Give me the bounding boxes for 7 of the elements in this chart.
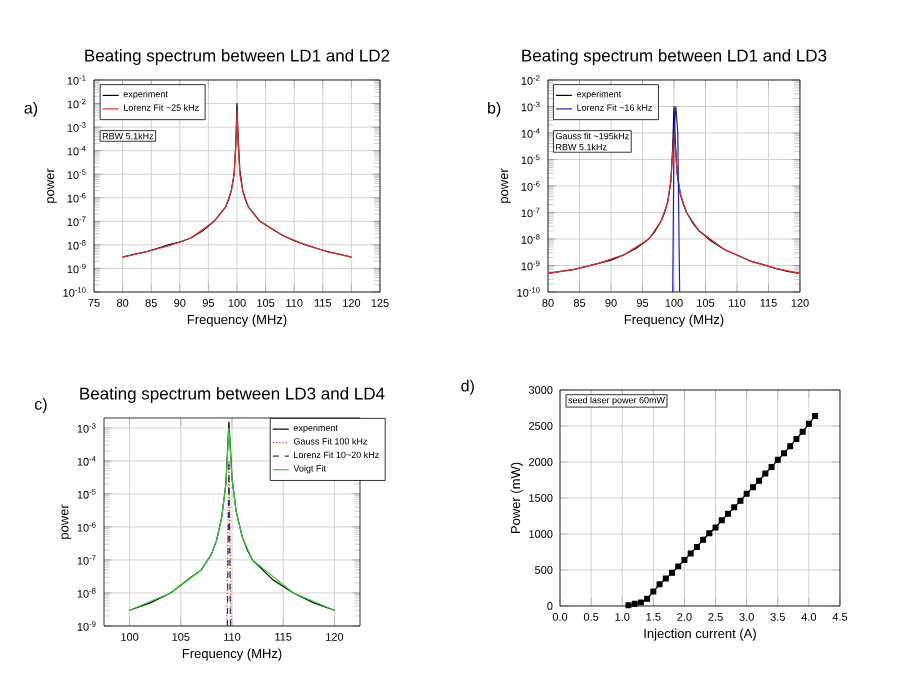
chart-title: Beating spectrum between LD3 and LD4 (80, 387, 385, 403)
text: c) (34, 398, 47, 413)
text: d) (461, 379, 474, 395)
text: a) (24, 101, 38, 117)
text: b) (488, 101, 501, 117)
chart-title: Beating spectrum between LD1 and LD2 (85, 49, 390, 65)
chart-title: Beating spectrum between LD1 and LD3 (522, 49, 827, 65)
